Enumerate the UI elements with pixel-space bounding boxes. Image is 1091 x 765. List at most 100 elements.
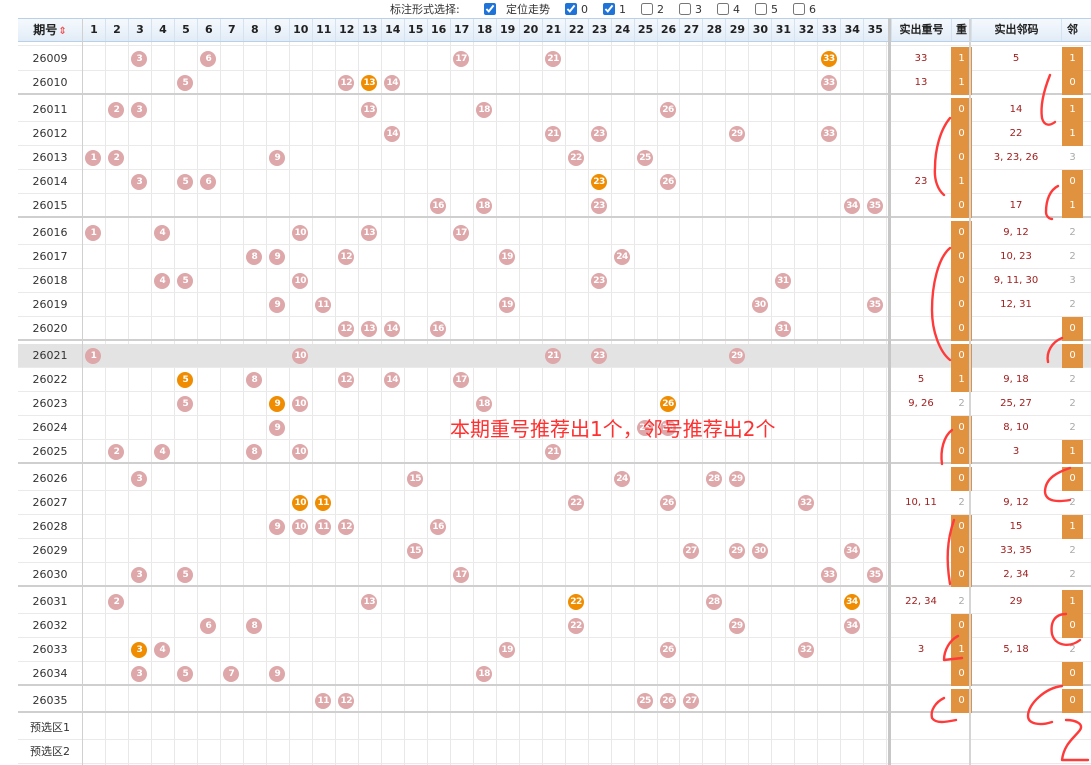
repeat-actual-value: 10, 11 — [905, 497, 937, 508]
drawn-number-ball: 16 — [430, 519, 447, 535]
grid-line — [633, 42, 635, 765]
drawn-number-ball: 12 — [338, 519, 355, 535]
drawn-number-ball: 2 — [108, 444, 125, 460]
drawn-number-ball: 5 — [177, 666, 194, 682]
toolbar-option-7[interactable]: 6 — [793, 2, 816, 16]
drawn-number-ball: 10 — [292, 396, 309, 412]
grid-line — [288, 42, 290, 765]
neighbor-count: 3 — [1069, 275, 1076, 286]
issue-number: 26023 — [32, 397, 68, 410]
drawn-number-ball: 2 — [108, 594, 125, 610]
number-header: 26 — [656, 19, 680, 41]
repeat-count: 2 — [958, 497, 965, 508]
repeat-actual-value: 33 — [914, 53, 928, 64]
drawn-number-ball: 29 — [728, 543, 745, 559]
neighbor-header: 邻 — [1061, 19, 1083, 41]
table-row: 26017 8 9 12 19 24 0 10, 23 2 — [18, 245, 1091, 269]
issue-number: 26018 — [32, 274, 68, 287]
drawn-number-ball: 16 — [430, 198, 447, 214]
toolbar-option-2[interactable]: 1 — [603, 2, 626, 16]
drawn-number-ball: 14 — [384, 372, 401, 388]
issue-number: 26011 — [32, 103, 68, 116]
table-row: 26013 1 2 9 22 25 0 3, 23, 26 3 — [18, 146, 1091, 170]
drawn-number-ball: 27 — [682, 693, 699, 709]
option-checkbox[interactable] — [603, 3, 615, 15]
repeat-number-ball: 34 — [843, 594, 860, 610]
drawn-number-ball: 26 — [659, 642, 676, 658]
toolbar-option-6[interactable]: 5 — [755, 2, 778, 16]
table-row: 26032 6 8 22 29 34 0 0 — [18, 614, 1091, 638]
number-header: 13 — [357, 19, 381, 41]
toolbar-option-5[interactable]: 4 — [717, 2, 740, 16]
repeat-count: 0 — [951, 515, 972, 539]
neighbor-count: 2 — [1069, 299, 1076, 310]
number-header: 34 — [840, 19, 863, 41]
drawn-number-ball: 4 — [154, 273, 171, 289]
repeat-actual-value — [891, 440, 951, 464]
option-checkbox[interactable] — [755, 3, 767, 15]
repeat-actual-value — [891, 317, 951, 341]
drawn-number-ball: 13 — [361, 102, 378, 118]
drawn-number-ball: 11 — [315, 519, 332, 535]
repeat-number-ball: 9 — [269, 396, 286, 412]
table-row: 26035 11 12 25 26 27 0 0 — [18, 689, 1091, 713]
drawn-number-ball: 26 — [659, 420, 676, 436]
issue-number: 26029 — [32, 544, 68, 557]
repeat-number-ball: 33 — [820, 51, 837, 67]
repeat-count: 2 — [958, 596, 965, 607]
issue-header[interactable]: 期号⇕ — [18, 19, 82, 41]
drawn-number-ball: 25 — [637, 150, 653, 166]
repeat-count: 1 — [951, 71, 972, 95]
table-row: 26010 5 12 13 14 33 13 1 0 — [18, 71, 1091, 95]
neighbor-actual-value — [971, 662, 1061, 686]
neighbor-actual-value: 9, 11, 30 — [993, 275, 1039, 286]
option-checkbox[interactable] — [484, 3, 496, 15]
drawn-number-ball: 9 — [269, 420, 286, 436]
neighbor-actual-value — [971, 344, 1061, 368]
neighbor-count: 0 — [1062, 689, 1083, 713]
option-checkbox[interactable] — [641, 3, 653, 15]
neighbor-actual-value: 33, 35 — [1000, 545, 1032, 556]
number-header: 22 — [564, 19, 588, 41]
neighbor-actual-value: 8, 10 — [1003, 422, 1029, 433]
drawn-number-ball: 22 — [568, 150, 585, 166]
drawn-number-ball: 2 — [108, 102, 125, 118]
neighbor-actual-value — [971, 170, 1061, 194]
toolbar-option-0[interactable]: 定位走势 — [484, 2, 550, 16]
drawn-number-ball: 3 — [131, 174, 148, 190]
repeat-actual-value — [891, 467, 951, 491]
table-row: 26011 2 3 13 18 26 0 14 1 — [18, 98, 1091, 122]
drawn-number-ball: 13 — [361, 594, 378, 610]
drawn-number-ball: 29 — [728, 126, 745, 142]
option-label: 0 — [581, 2, 588, 16]
drawn-number-ball: 9 — [269, 519, 286, 535]
grid-line — [886, 42, 888, 765]
repeat-actual-value — [891, 740, 951, 764]
toolbar-option-4[interactable]: 3 — [679, 2, 702, 16]
issue-number: 26033 — [32, 643, 68, 656]
toolbar-option-3[interactable]: 2 — [641, 2, 664, 16]
grid-line — [771, 42, 773, 765]
sort-icon[interactable]: ⇕ — [58, 26, 67, 37]
neighbor-count: 1 — [1062, 590, 1083, 614]
option-checkbox[interactable] — [565, 3, 577, 15]
number-header: 31 — [771, 19, 794, 41]
grid-line — [380, 42, 382, 765]
repeat-actual-value: 5 — [917, 374, 925, 385]
issue-number: 预选区1 — [30, 721, 70, 734]
drawn-number-ball: 23 — [591, 348, 608, 364]
repeat-number-ball: 23 — [591, 174, 608, 190]
toolbar-option-1[interactable]: 0 — [565, 2, 588, 16]
issue-number: 26013 — [32, 151, 68, 164]
issue-number: 26016 — [32, 226, 68, 239]
option-checkbox[interactable] — [679, 3, 691, 15]
option-checkbox[interactable] — [717, 3, 729, 15]
drawn-number-ball: 13 — [361, 321, 378, 337]
drawn-number-ball: 9 — [269, 150, 286, 166]
neighbor-actual-value: 25, 27 — [1000, 398, 1032, 409]
drawn-number-ball: 5 — [177, 396, 194, 412]
option-checkbox[interactable] — [793, 3, 805, 15]
table-row: 预选区1 — [18, 716, 1091, 740]
drawn-number-ball: 18 — [476, 102, 493, 118]
repeat-count: 0 — [951, 146, 972, 170]
